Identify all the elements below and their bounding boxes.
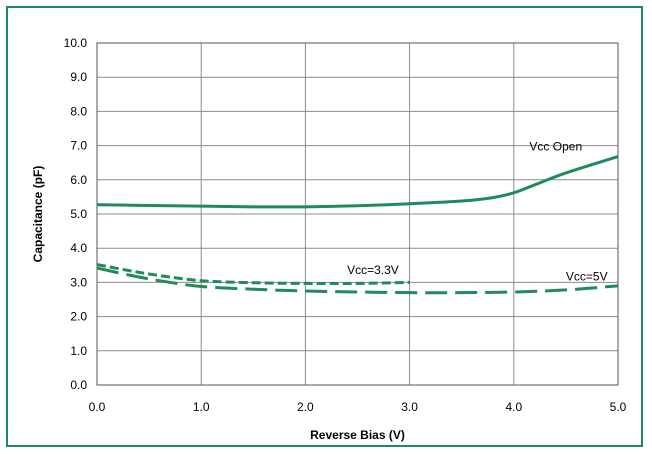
y-tick-label: 4.0 (70, 241, 87, 255)
tick-labels: 0.0 1.0 2.0 3.0 4.0 5.0 6.0 7.0 8.0 9.0 10.0 0.0 1.0… (64, 36, 627, 414)
x-tick-label: 1.0 (193, 400, 210, 414)
y-tick-label: 10.0 (64, 36, 88, 50)
series-layer (96, 155, 619, 295)
y-tick-label: 1.0 (70, 344, 87, 358)
x-tick-label: 2.0 (297, 400, 314, 414)
y-tick-label: 7.0 (70, 139, 87, 153)
x-tick-label: 0.0 (89, 400, 106, 414)
plot-area-border (96, 42, 619, 386)
series-line-vcc-3-3v (96, 263, 410, 286)
y-tick-label: 2.0 (70, 310, 87, 324)
y-tick-label: 3.0 (70, 275, 87, 289)
annotations: Vcc Open Vcc=3.3V Vcc=5V (347, 140, 608, 284)
x-tick-label: 4.0 (505, 400, 522, 414)
x-tick-label: 5.0 (610, 400, 627, 414)
x-tick-label: 3.0 (401, 400, 418, 414)
grid (96, 42, 619, 386)
chart-frame (6, 6, 643, 447)
y-tick-label: 6.0 (70, 173, 87, 187)
x-axis-label: Reverse Bias (V) (310, 428, 405, 442)
vcc-3v3-label: Vcc=3.3V (347, 263, 399, 277)
y-axis-label: Capacitance (pF) (31, 166, 45, 263)
y-tick-label: 9.0 (70, 70, 87, 84)
y-tick-label: 5.0 (70, 207, 87, 221)
vcc-open-label: Vcc Open (529, 140, 582, 154)
series-line-vcc-5v (96, 266, 619, 295)
y-tick-label: 8.0 (70, 104, 87, 118)
y-tick-label: 0.0 (70, 378, 87, 392)
series-line-vcc-open (96, 155, 619, 209)
vcc-5v-label: Vcc=5V (566, 270, 608, 284)
